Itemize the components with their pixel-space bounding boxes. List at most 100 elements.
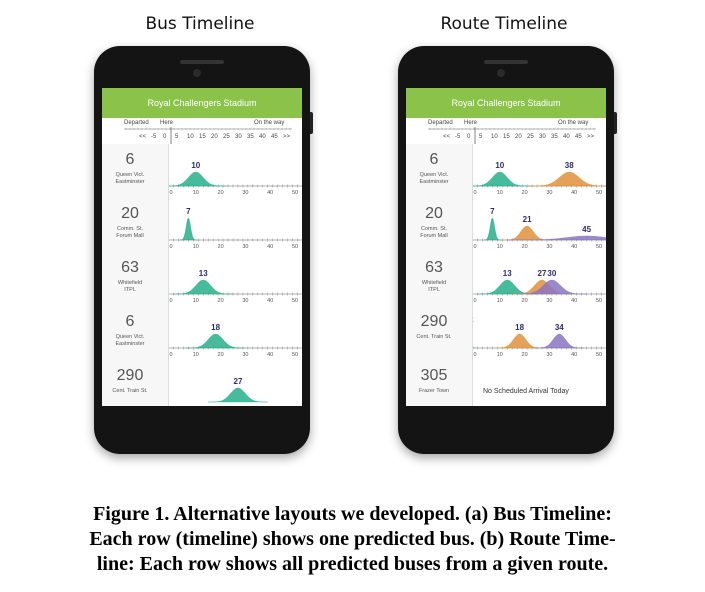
timeline-row[interactable]: 20 Comm. St. Forum Mall 7 0 10 20 30 40 50 bbox=[102, 198, 302, 253]
route-number: 20 bbox=[121, 205, 139, 222]
route-destination: Whitefield ITPL bbox=[406, 280, 462, 294]
route-destination: Cent. Train St. bbox=[406, 334, 462, 341]
screen: Royal Challengers Stadium Departed Here On … bbox=[102, 88, 302, 406]
figure-caption: Figure 1. Alternative layouts we develop… bbox=[10, 502, 695, 577]
arrival-plot: 10 38 0 10 20 30 40 50 bbox=[473, 144, 606, 198]
destination-line: ITPL bbox=[124, 287, 136, 293]
axis-tick-label: 50 bbox=[292, 352, 298, 358]
bus-arrival-curve[interactable] bbox=[473, 326, 476, 349]
header-tick-label: >> bbox=[283, 134, 291, 140]
route-number: 6 bbox=[125, 151, 135, 168]
route-info: 63 Whitefield ITPL bbox=[406, 252, 473, 306]
destination-line: Queen Vict. bbox=[115, 334, 145, 340]
destination-line: Forum Mall bbox=[420, 233, 448, 239]
arrival-plot: 13 27 30 0 10 20 30 40 50 bbox=[473, 252, 606, 306]
header-tick-label: 5 bbox=[479, 134, 483, 140]
arrival-distribution-chart: 7 21 45 0 10 20 30 40 50 bbox=[473, 207, 606, 250]
timeline-row[interactable]: 63 Whitefield ITPL 13 27 30 0 10 20 30 40 50 bbox=[406, 252, 606, 307]
header-tick-label: 45 bbox=[575, 134, 582, 140]
destination-line: Forum Mall bbox=[116, 233, 144, 239]
route-number: 290 bbox=[420, 313, 448, 330]
arrival-distribution-chart: 27 bbox=[208, 377, 268, 403]
timeline-row[interactable]: 290 Cent. Train St. -2 18 34 0 10 20 30 40 50 bbox=[406, 306, 606, 361]
arrival-distribution-chart bbox=[473, 360, 606, 406]
bus-arrival-curve[interactable] bbox=[473, 171, 530, 187]
route-number: 6 bbox=[125, 313, 135, 330]
header-tick-label: 10 bbox=[187, 134, 194, 140]
route-destination: Frazer Town bbox=[406, 388, 462, 395]
header-tick-label: 30 bbox=[539, 134, 546, 140]
arrival-distribution-chart: 13 0 10 20 30 40 50 bbox=[169, 269, 302, 304]
arrival-distribution-chart: 7 0 10 20 30 40 50 bbox=[169, 207, 302, 250]
header-tick-label: 15 bbox=[199, 134, 206, 140]
timeline-row[interactable]: 6 Queen Vict. Eastminster 10 38 0 10 20 30 40 50 bbox=[406, 144, 606, 199]
bus-eta-label: 13 bbox=[503, 269, 512, 278]
axis-tick-label: 10 bbox=[497, 190, 503, 196]
header-tick-label: -5 bbox=[455, 134, 461, 140]
bus-arrival-curve[interactable] bbox=[517, 279, 587, 295]
bus-arrival-curve[interactable] bbox=[169, 171, 226, 187]
timeline-header: Departed Here On the way << -5 0 5 10 15 20 25 30 35… bbox=[102, 118, 302, 145]
axis-tick-label: 30 bbox=[546, 190, 552, 196]
timeline-row[interactable]: 6 Queen Vict. Eastminster 18 0 10 20 30 40 50 bbox=[102, 306, 302, 361]
axis-tick-label: 0 bbox=[169, 298, 172, 304]
bus-arrival-curve[interactable] bbox=[502, 225, 552, 241]
bus-arrival-curve[interactable] bbox=[534, 333, 585, 349]
axis-tick-label: 0 bbox=[169, 352, 172, 358]
axis-tick-label: 20 bbox=[522, 352, 528, 358]
destination-line: Comm. St. bbox=[421, 226, 447, 232]
destination-line: Frazer Town bbox=[418, 388, 450, 394]
route-info: 20 Comm. St. Forum Mall bbox=[406, 198, 473, 252]
header-tick-label: 10 bbox=[491, 134, 498, 140]
arrival-distribution-chart: 10 38 0 10 20 30 40 50 bbox=[473, 161, 606, 196]
arrival-plot: -2 18 34 0 10 20 30 40 50 bbox=[473, 306, 606, 360]
axis-tick-label: 50 bbox=[292, 190, 298, 196]
bus-arrival-curve[interactable] bbox=[185, 333, 246, 349]
axis-tick-label: 10 bbox=[193, 190, 199, 196]
bus-arrival-curve[interactable] bbox=[494, 333, 545, 349]
route-info: 6 Queen Vict. Eastminster bbox=[102, 306, 169, 360]
bus-arrival-curve[interactable] bbox=[173, 279, 234, 295]
axis-tick-label: 20 bbox=[522, 190, 528, 196]
route-destination: Queen Vict. Eastminster bbox=[102, 334, 158, 348]
bus-eta-label: 30 bbox=[547, 269, 556, 278]
axis-tick-label: 40 bbox=[571, 244, 577, 250]
timeline-row[interactable]: 305 Frazer Town No Scheduled Arrival Today bbox=[406, 360, 606, 406]
route-timeline-title: Route Timeline bbox=[440, 14, 568, 34]
header-tick-label: << bbox=[443, 134, 451, 140]
header-tick-label: 40 bbox=[563, 134, 570, 140]
header-tick-label: 45 bbox=[271, 134, 278, 140]
destination-line: Comm. St. bbox=[117, 226, 143, 232]
bus-arrival-curve[interactable] bbox=[529, 171, 606, 187]
header-tick-label: << bbox=[139, 134, 147, 140]
timeline-row[interactable]: 63 Whitefield ITPL 13 0 10 20 30 40 50 bbox=[102, 252, 302, 307]
header-axis bbox=[428, 127, 596, 144]
app-bar-title: Royal Challengers Stadium bbox=[406, 88, 606, 118]
header-on-the-way: On the way bbox=[254, 120, 285, 126]
header-axis bbox=[124, 127, 292, 144]
side-button[interactable] bbox=[310, 112, 313, 134]
axis-tick-label: 0 bbox=[473, 190, 476, 196]
axis-tick-label: 0 bbox=[473, 244, 476, 250]
axis-tick-label: 50 bbox=[596, 244, 602, 250]
side-button[interactable] bbox=[614, 112, 617, 134]
axis-tick-label: 20 bbox=[218, 244, 224, 250]
timeline-row[interactable]: 20 Comm. St. Forum Mall 7 21 45 0 10 20 30 40 50 bbox=[406, 198, 606, 253]
route-info: 290 Cent. Train St. bbox=[406, 306, 473, 360]
axis-tick-label: 40 bbox=[571, 190, 577, 196]
axis-tick-label: 40 bbox=[267, 298, 273, 304]
axis-tick-label: 30 bbox=[546, 244, 552, 250]
bus-arrival-curve[interactable] bbox=[507, 235, 606, 241]
header-here: Here bbox=[464, 120, 478, 126]
bus-arrival-curve[interactable] bbox=[483, 217, 502, 241]
route-destination: Whitefield ITPL bbox=[102, 280, 158, 294]
bus-arrival-curve[interactable] bbox=[208, 387, 268, 403]
header-tick-label: 30 bbox=[235, 134, 242, 140]
timeline-row[interactable]: 6 Queen Vict. Eastminster 10 0 10 20 30 40 50 bbox=[102, 144, 302, 199]
header-tick-label: -5 bbox=[151, 134, 157, 140]
destination-line: Eastminster bbox=[115, 341, 145, 347]
bus-arrival-curve[interactable] bbox=[179, 217, 198, 241]
route-destination: Cent. Train St. bbox=[102, 388, 158, 395]
axis-tick-label: 30 bbox=[242, 352, 248, 358]
timeline-row[interactable]: 290 Cent. Train St. 27 bbox=[102, 360, 302, 406]
